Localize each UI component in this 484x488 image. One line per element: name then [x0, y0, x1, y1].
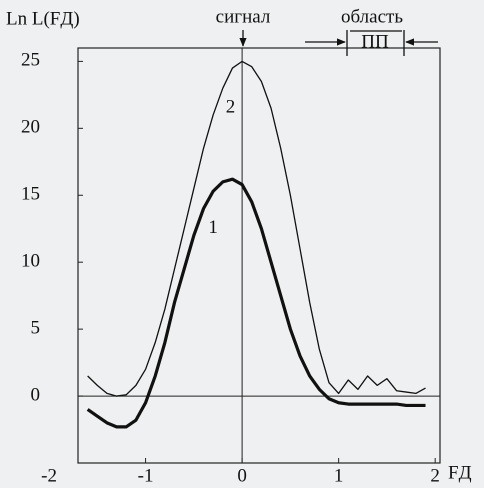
series-line	[86, 177, 426, 429]
x-tick-label: 1	[334, 465, 344, 486]
x-tick-label: -2	[41, 465, 57, 486]
series-line	[87, 60, 426, 397]
series-label: 1	[208, 217, 218, 238]
region-label: область	[341, 6, 403, 27]
x-tick-label: 2	[430, 465, 440, 486]
y-tick-label: 20	[21, 117, 40, 138]
plot-frame	[77, 47, 441, 464]
series-label: 2	[226, 97, 236, 118]
y-tick-label: 25	[21, 50, 40, 71]
region-short-label: ПП	[361, 31, 389, 52]
y-tick-label: 0	[31, 384, 41, 405]
y-axis-label: Ln L(FД)	[6, 8, 80, 29]
signal-label: сигнал	[216, 6, 271, 27]
x-tick-label: 0	[237, 465, 247, 486]
x-axis-label: FД	[448, 462, 472, 483]
y-tick-label: 15	[21, 184, 40, 205]
y-tick-label: 10	[21, 251, 40, 272]
x-tick-label: -1	[138, 465, 154, 486]
y-tick-label: 5	[31, 317, 41, 338]
